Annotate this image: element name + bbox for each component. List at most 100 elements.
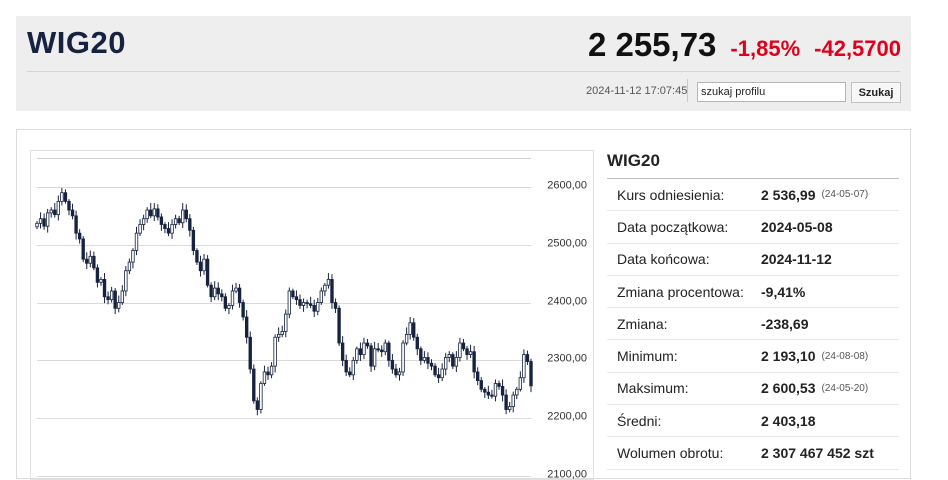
stats-value: -238,69 bbox=[761, 315, 809, 332]
candle-body bbox=[383, 342, 387, 353]
stats-row: Zmiana procentowa: -9,41% bbox=[607, 276, 899, 309]
stats-note: (24-05-07) bbox=[821, 189, 869, 201]
stats-value: 2 193,10 bbox=[761, 348, 816, 365]
candle-body bbox=[497, 383, 501, 387]
candle-body bbox=[323, 284, 327, 292]
candle-body bbox=[195, 250, 199, 263]
candle-body bbox=[56, 200, 61, 216]
candle-body bbox=[245, 316, 249, 338]
candle-body bbox=[522, 354, 526, 379]
stats-value: 2 600,53 bbox=[761, 380, 816, 397]
candle-body bbox=[127, 261, 132, 272]
candle-body bbox=[369, 345, 373, 367]
toolbar-separator bbox=[687, 79, 688, 102]
stats-note: (24-05-20) bbox=[821, 382, 869, 394]
candle-body bbox=[141, 218, 146, 225]
candle-body bbox=[102, 279, 107, 298]
candle-body bbox=[85, 258, 89, 264]
candle-body bbox=[117, 302, 121, 309]
candle-body bbox=[145, 209, 149, 220]
candle-body bbox=[163, 224, 167, 229]
stats-row: Średni: 2 403,18 bbox=[607, 405, 899, 438]
candle-body bbox=[387, 342, 391, 361]
chart-svg: 2600,00 2500,00 2400,00 2300,00 2200,00 2100,… bbox=[35, 158, 587, 479]
candle-body bbox=[269, 365, 274, 376]
candle-body bbox=[429, 362, 434, 367]
stats-label: Data początkowa: bbox=[617, 218, 729, 235]
candle-body bbox=[518, 377, 523, 390]
stats-value: 2 307 467 452 szt bbox=[761, 445, 874, 462]
candle-body bbox=[529, 361, 533, 387]
candle-body bbox=[45, 212, 50, 227]
candle-body bbox=[358, 348, 363, 355]
candlestick-chart: 2600,00 2500,00 2400,00 2300,00 2200,00 2100,… bbox=[30, 150, 594, 480]
candle-body bbox=[177, 218, 181, 224]
candle-body bbox=[223, 296, 228, 309]
stats-label: Średni: bbox=[617, 412, 662, 429]
candle-body bbox=[433, 365, 437, 376]
candle-body bbox=[273, 336, 277, 367]
candle-body bbox=[241, 302, 245, 318]
candle-body bbox=[355, 348, 359, 361]
ticker-symbol: WIG20 bbox=[27, 25, 126, 60]
candle-body bbox=[134, 232, 139, 251]
candle-body bbox=[184, 209, 188, 220]
candle-body bbox=[412, 322, 416, 338]
candle-body bbox=[444, 357, 448, 370]
candle-body bbox=[230, 290, 235, 306]
candle-body bbox=[276, 333, 281, 338]
candle-body bbox=[95, 267, 100, 283]
candle-body bbox=[507, 406, 512, 410]
candle-body bbox=[237, 287, 242, 303]
candle-body bbox=[202, 258, 206, 272]
last-price: 2 255,73 bbox=[587, 26, 717, 63]
candle-body bbox=[372, 348, 377, 367]
candle-body bbox=[504, 394, 508, 410]
stats-value: 2 536,99 bbox=[761, 186, 816, 203]
stats-label: Maksimum: bbox=[617, 380, 689, 397]
candle-body bbox=[479, 380, 483, 390]
stats-row: Kurs odniesienia: 2 536,99 (24-05-07) bbox=[607, 179, 899, 212]
candle-body bbox=[351, 359, 355, 376]
candle-body bbox=[461, 342, 466, 350]
candle-body bbox=[426, 357, 430, 364]
candle-body bbox=[166, 228, 171, 234]
candle-body bbox=[419, 348, 423, 361]
candle-body bbox=[294, 296, 299, 301]
candle-body bbox=[397, 371, 402, 376]
candle-body bbox=[181, 209, 185, 224]
candle-body bbox=[138, 224, 142, 234]
candle-body bbox=[188, 218, 192, 231]
candle-body bbox=[252, 368, 256, 402]
candle-body bbox=[394, 368, 398, 376]
change-percent: -1,85% bbox=[730, 36, 801, 61]
candle-body bbox=[152, 208, 156, 217]
candle-body bbox=[312, 305, 316, 312]
candle-body bbox=[422, 357, 427, 361]
candle-body bbox=[451, 354, 455, 367]
candle-body bbox=[490, 394, 494, 397]
candle-body bbox=[49, 209, 53, 214]
header-divider bbox=[27, 71, 900, 72]
candle-body bbox=[330, 279, 334, 303]
search-input[interactable] bbox=[697, 82, 846, 102]
search-button[interactable]: Szukaj bbox=[851, 82, 901, 103]
candle-body bbox=[401, 342, 405, 373]
candle-body bbox=[131, 250, 135, 263]
candle-body bbox=[120, 290, 124, 303]
candle-body bbox=[81, 238, 85, 260]
candle-body bbox=[198, 261, 203, 272]
candle-body bbox=[440, 368, 444, 379]
candle-body bbox=[248, 336, 252, 370]
candle-body bbox=[266, 371, 270, 376]
candle-body bbox=[42, 218, 46, 227]
candle-body bbox=[476, 371, 480, 382]
candle-body bbox=[124, 270, 128, 292]
candle-body bbox=[301, 302, 306, 306]
stats-value: 2 403,18 bbox=[761, 412, 816, 429]
candle-body bbox=[205, 258, 210, 286]
stats-table: WIG20 Kurs odniesienia: 2 536,99 (24-05-07… bbox=[607, 150, 899, 470]
stats-value: -9,41% bbox=[761, 283, 806, 300]
candle-body bbox=[35, 222, 39, 228]
stats-value: 2024-05-08 bbox=[761, 218, 833, 235]
